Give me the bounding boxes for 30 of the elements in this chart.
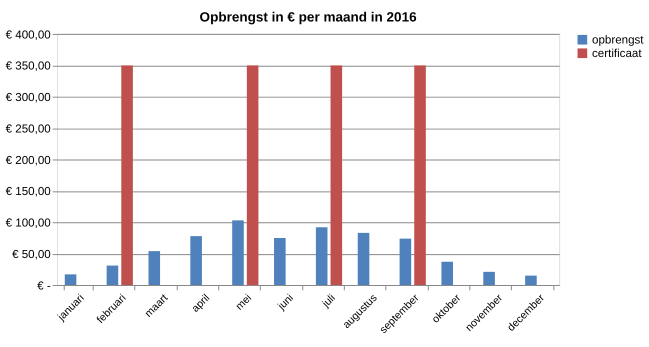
y-tick-label: € 200,00 (6, 154, 51, 167)
bar (400, 238, 412, 286)
chart-title: Opbrengst in € per maand in 2016 (200, 9, 418, 24)
bar (190, 236, 202, 286)
x-tick-label: juli (319, 292, 338, 310)
bar (483, 272, 495, 286)
y-tick-label: € 250,00 (6, 123, 51, 136)
legend-label: opbrengst (592, 34, 644, 47)
bar (358, 232, 370, 286)
y-tick-label: € 350,00 (6, 60, 51, 73)
bar (330, 65, 342, 286)
x-tick-label: mei (233, 292, 254, 313)
bar (246, 65, 258, 286)
bar (148, 251, 160, 286)
bar (121, 65, 133, 286)
y-tick-label: € 50,00 (12, 248, 51, 261)
y-tick-label: € - (37, 280, 51, 292)
bar (414, 65, 426, 286)
bar (232, 220, 244, 286)
bar (525, 276, 537, 286)
y-tick-label: € 300,00 (6, 92, 51, 104)
bar (274, 238, 286, 286)
bar (316, 227, 328, 286)
y-tick-label: € 100,00 (6, 218, 51, 230)
bar (64, 274, 76, 286)
bar (441, 262, 454, 286)
bar (106, 266, 118, 286)
y-tick-label: € 150,00 (6, 186, 51, 198)
y-tick-label: € 400,00 (6, 29, 51, 42)
legend-label: certificaat (592, 48, 642, 60)
